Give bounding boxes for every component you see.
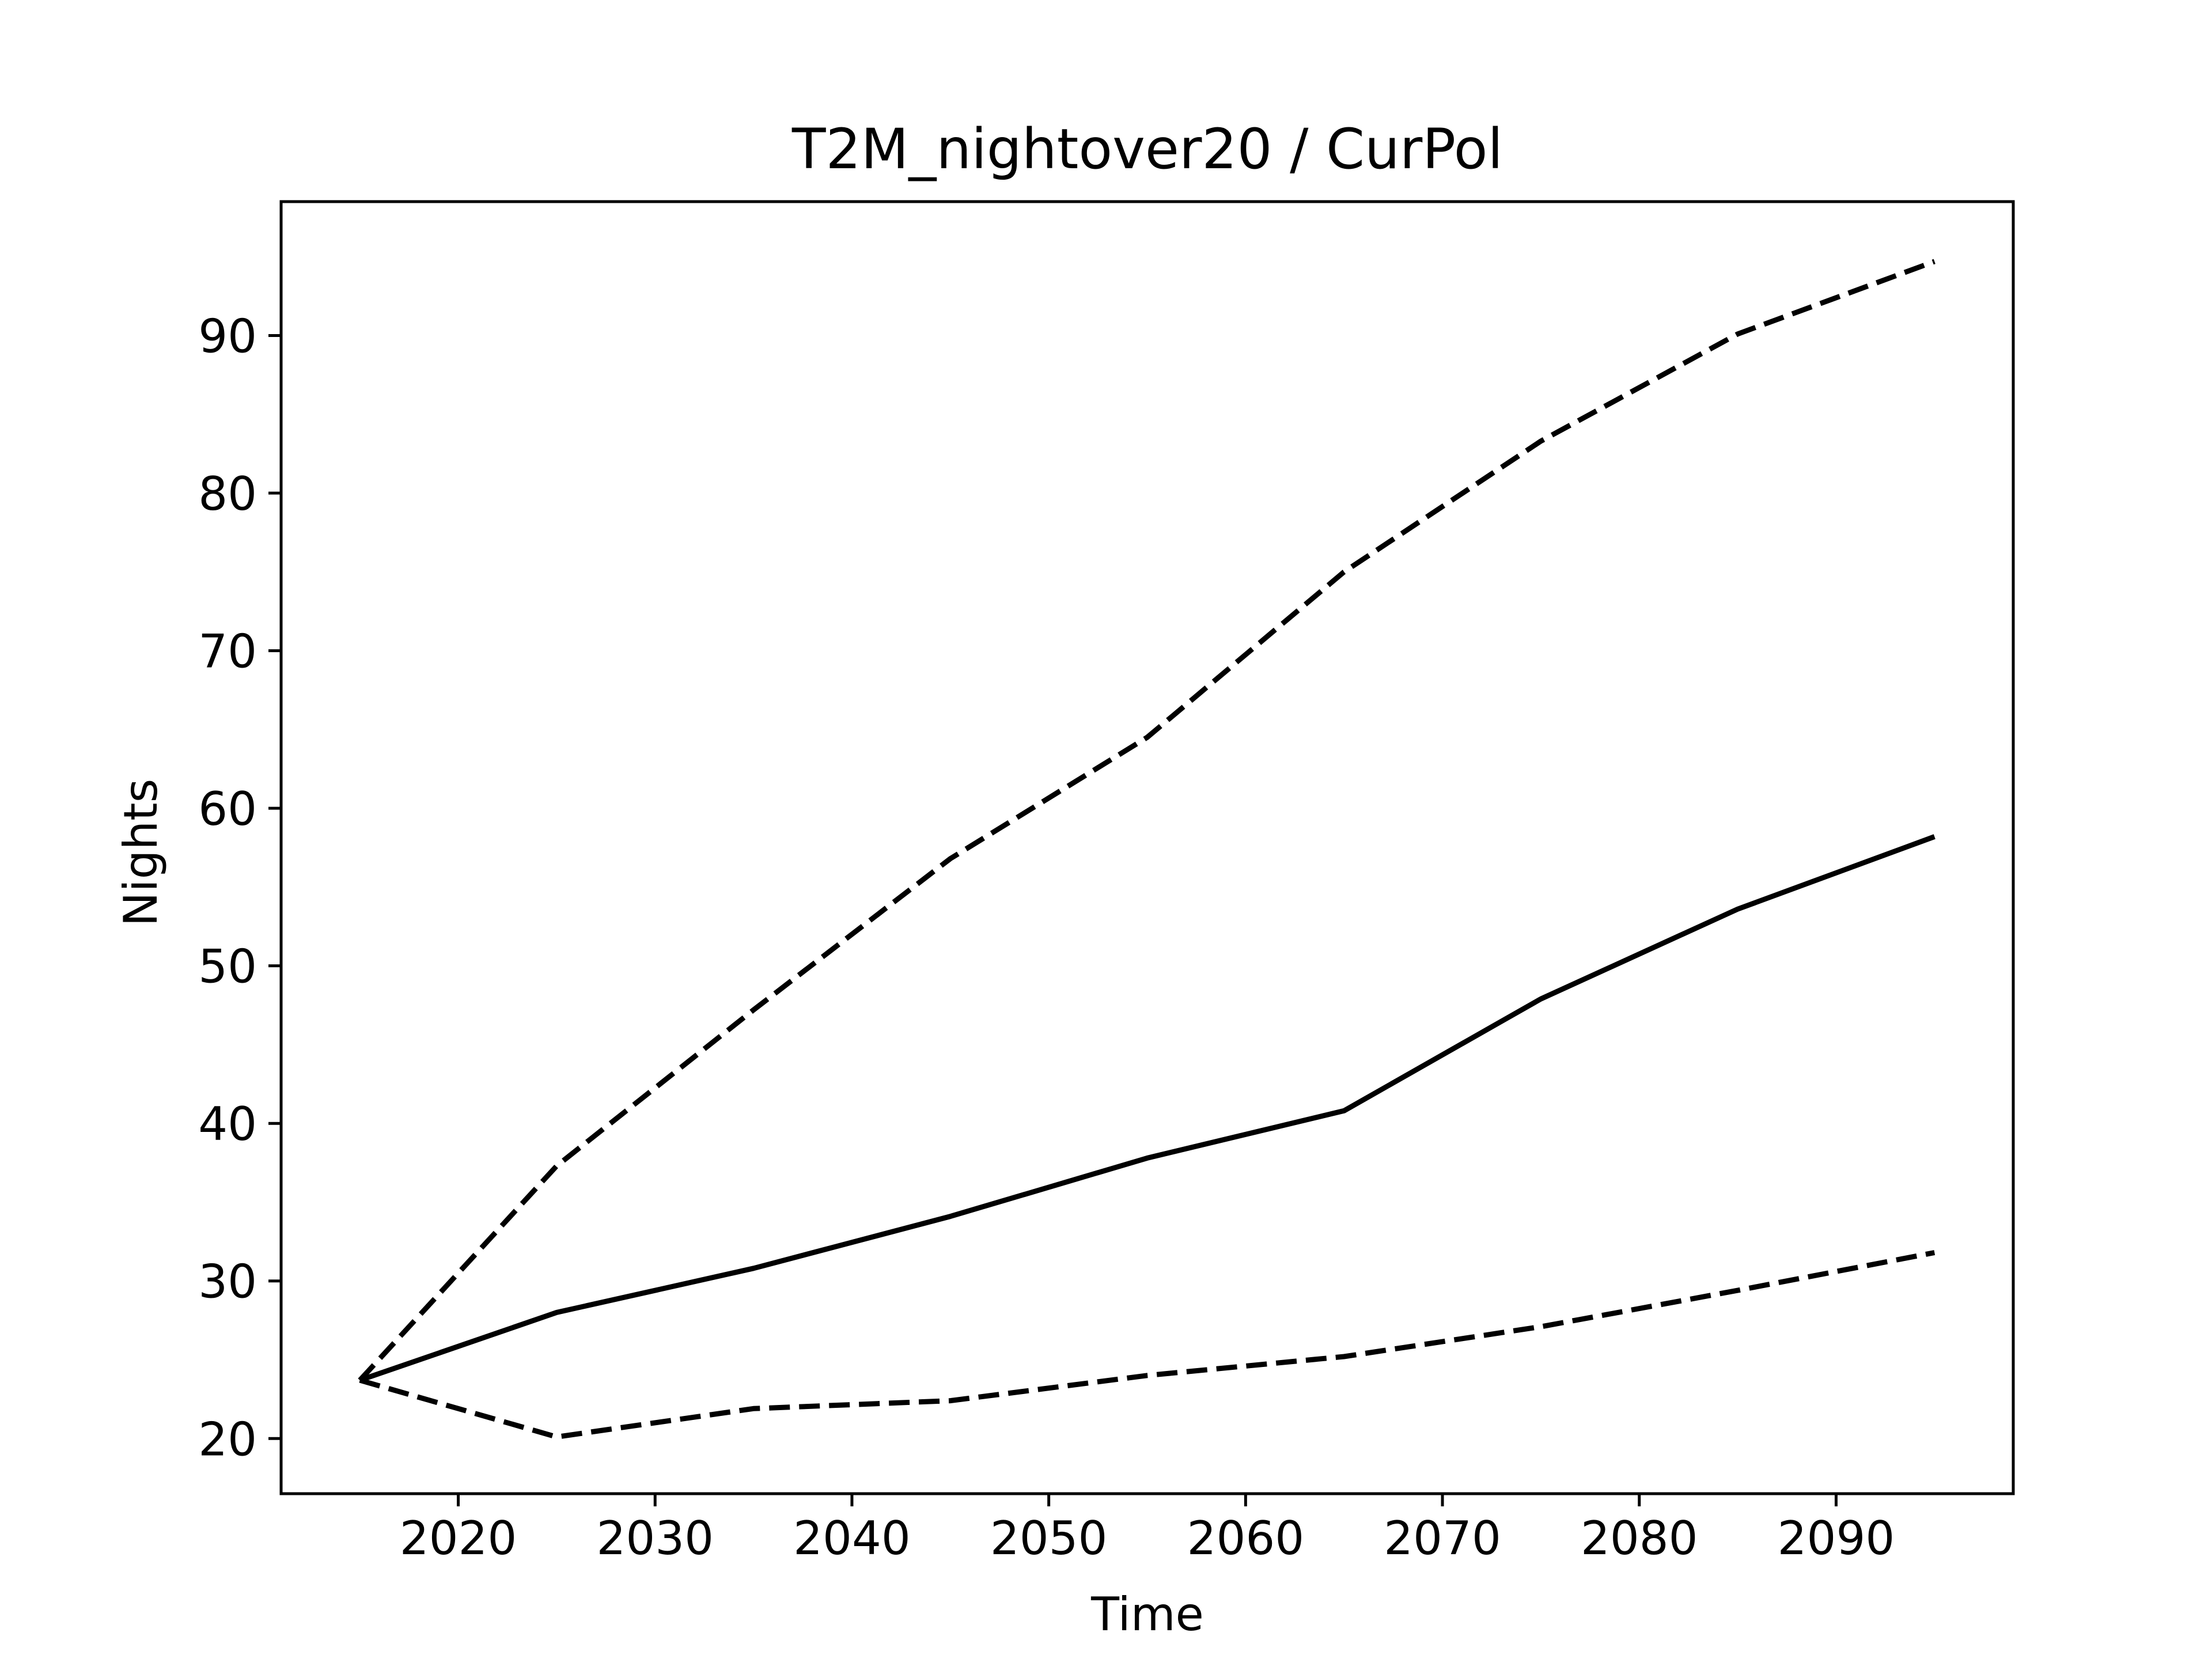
x-axis-ticks: 2020 2030 2040 2050 2060 2070 2080 2090 — [400, 1494, 1895, 1565]
x-tick-label: 2070 — [1384, 1512, 1501, 1565]
x-tick-label: 2030 — [596, 1512, 714, 1565]
plot-area: 2020 2030 2040 2050 2060 2070 2080 2090 2030405… — [198, 200, 2015, 1565]
y-tick-label: 30 — [198, 1255, 257, 1309]
x-tick-label: 2050 — [990, 1512, 1108, 1565]
x-tick-label: 2060 — [1187, 1512, 1305, 1565]
y-axis-ticks: 20 30 40 50 60 70 80 90 — [198, 310, 281, 1466]
x-tick-label: 2020 — [400, 1512, 517, 1565]
chart-title: T2M_nightover20 / CurPol — [791, 117, 1503, 181]
series-group — [358, 259, 1936, 1440]
y-tick-label: 70 — [198, 625, 257, 679]
x-tick-label: 2040 — [793, 1512, 911, 1565]
plot-frame — [279, 200, 2015, 1495]
y-tick-label: 60 — [198, 782, 257, 836]
x-tick-label: 2090 — [1778, 1512, 1895, 1565]
y-tick-label: 20 — [198, 1412, 257, 1466]
solid-series-line-0 — [359, 834, 1936, 1383]
x-axis-label: Time — [1090, 1588, 1204, 1641]
y-tick-label: 80 — [198, 467, 257, 521]
y-tick-label: 50 — [198, 940, 257, 994]
x-tick-label: 2080 — [1581, 1512, 1698, 1565]
y-tick-label: 90 — [198, 310, 257, 363]
y-axis-label: Nights — [114, 779, 168, 927]
dashed-series-line-1 — [358, 259, 1936, 1382]
dashed-series-line-2 — [359, 1250, 1936, 1440]
y-tick-label: 40 — [198, 1097, 257, 1151]
